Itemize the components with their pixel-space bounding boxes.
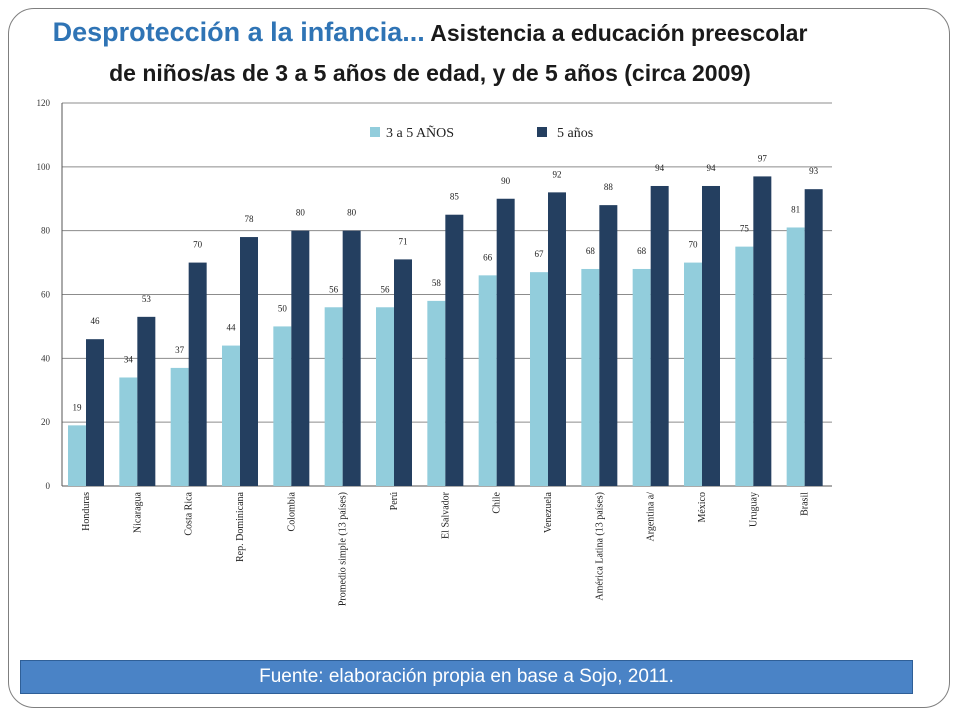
- data-label-3a5: 56: [381, 284, 391, 294]
- data-label-3a5: 58: [432, 278, 442, 288]
- legend-label-3a5: 3 a 5 AÑOS: [386, 125, 454, 141]
- legend-label-5: 5 años: [557, 126, 593, 141]
- bar-5: [496, 198, 515, 486]
- bar-5: [702, 185, 720, 486]
- data-label-3a5: 68: [586, 246, 596, 256]
- bar-5: [650, 185, 669, 486]
- x-tick-label: El Salvador: [440, 491, 451, 539]
- bar-3a5: [632, 268, 651, 486]
- bar-5: [240, 237, 258, 486]
- legend-swatch-5: [537, 127, 547, 137]
- data-label-5: 94: [707, 163, 717, 173]
- bar-5: [804, 189, 823, 487]
- x-tick-label: América Latina (13 países): [594, 492, 605, 601]
- data-label-3a5: 70: [689, 240, 699, 250]
- bar-5: [599, 205, 618, 486]
- data-label-5: 80: [296, 208, 306, 218]
- x-tick-label: Promedio simple (13 países): [338, 492, 349, 606]
- data-label-3a5: 34: [124, 354, 134, 364]
- slide-frame: [8, 8, 950, 708]
- bar-5: [86, 339, 104, 486]
- data-label-5: 94: [655, 163, 665, 173]
- data-label-3a5: 56: [329, 284, 339, 294]
- data-label-3a5: 19: [73, 402, 83, 412]
- data-label-5: 70: [193, 240, 203, 250]
- y-tick-label: 20: [41, 417, 51, 427]
- bar-5: [291, 230, 310, 486]
- bar-3a5: [170, 367, 189, 486]
- y-tick-label: 80: [41, 226, 51, 236]
- bar-3a5: [273, 326, 292, 486]
- bar-5: [137, 316, 156, 486]
- y-tick-label: 100: [37, 162, 51, 172]
- data-label-5: 85: [450, 192, 460, 202]
- y-tick-label: 60: [41, 290, 51, 300]
- x-tick-label: Uruguay: [748, 492, 759, 527]
- bar-5: [342, 230, 361, 486]
- bar-3a5: [68, 425, 86, 486]
- bar-3a5: [684, 262, 702, 486]
- bar-5: [188, 262, 207, 486]
- bar-3a5: [478, 275, 497, 486]
- title-main: Desprotección a la infancia...: [52, 17, 425, 47]
- bar-3a5: [119, 377, 138, 486]
- x-tick-label: Venezuela: [543, 491, 554, 533]
- data-label-5: 90: [501, 176, 511, 186]
- data-label-5: 97: [758, 153, 768, 163]
- bar-5: [753, 176, 772, 487]
- x-tick-label: Honduras: [81, 492, 92, 531]
- y-tick-label: 0: [46, 481, 51, 491]
- data-label-5: 93: [809, 166, 819, 176]
- slide-title: Desprotección a la infancia... Asistenci…: [40, 14, 820, 95]
- data-label-3a5: 81: [791, 204, 800, 214]
- data-label-3a5: 44: [227, 323, 237, 333]
- data-label-5: 92: [553, 169, 562, 179]
- data-label-3a5: 37: [175, 345, 185, 355]
- bar-3a5: [222, 345, 240, 486]
- y-tick-label: 120: [37, 98, 51, 108]
- x-tick-label: México: [697, 492, 708, 523]
- data-label-3a5: 75: [740, 224, 750, 234]
- x-tick-label: Nicaragua: [132, 491, 143, 533]
- data-label-3a5: 66: [483, 252, 493, 262]
- x-tick-label: Perú: [389, 492, 400, 510]
- data-label-5: 46: [91, 316, 101, 326]
- data-label-3a5: 67: [535, 249, 545, 259]
- bar-3a5: [324, 307, 343, 486]
- bar-3a5: [581, 268, 600, 486]
- data-label-5: 71: [399, 236, 408, 246]
- bar-3a5: [427, 300, 446, 486]
- x-tick-label: Costa Rica: [184, 491, 195, 535]
- data-label-5: 80: [347, 208, 357, 218]
- data-label-3a5: 68: [637, 246, 647, 256]
- bar-3a5: [735, 246, 754, 486]
- data-label-5: 78: [245, 214, 255, 224]
- x-tick-label: Chile: [492, 491, 503, 513]
- y-tick-label: 40: [41, 353, 51, 363]
- bar-3a5: [530, 272, 548, 486]
- bar-3a5: [786, 227, 805, 486]
- x-tick-label: Brasil: [800, 492, 811, 516]
- source-footer: Fuente: elaboración propia en base a Soj…: [20, 660, 913, 694]
- data-label-5: 88: [604, 182, 614, 192]
- data-label-3a5: 50: [278, 303, 288, 313]
- legend-swatch-3a5: [370, 127, 380, 137]
- x-tick-label: Colombia: [286, 491, 297, 531]
- bar-5: [548, 192, 566, 486]
- title-rest: Asistencia a educación preescolar de niñ…: [109, 20, 808, 86]
- bar-3a5: [376, 307, 394, 486]
- bar-5: [445, 214, 464, 487]
- bar-5: [394, 259, 412, 486]
- x-tick-label: Rep. Dominicana: [235, 491, 246, 562]
- data-label-5: 53: [142, 294, 152, 304]
- x-tick-label: Argentina a/: [646, 492, 657, 542]
